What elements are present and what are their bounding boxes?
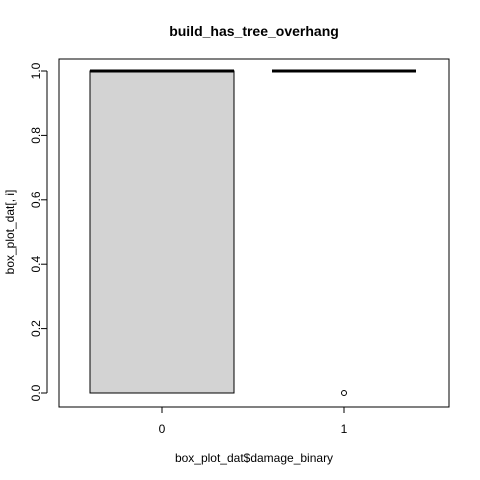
y-axis-label: box_plot_dat[, i] [3,190,17,275]
boxes-group [89,69,416,396]
box-iqr [89,70,235,394]
x-tick-label: 1 [341,422,348,436]
y-tick-label: 0.0 [29,384,43,401]
y-tick-label: 1.0 [29,62,43,79]
y-tick-label: 0.6 [29,191,43,208]
y-tick-label: 0.2 [29,320,43,337]
x-tick-label: 0 [159,422,166,436]
y-tick-label: 0.8 [29,127,43,144]
box-outlier [341,390,347,396]
y-axis: 0.0 0.2 0.4 0.6 0.8 1.0 [29,62,48,401]
chart-title: build_has_tree_overhang [169,23,339,39]
y-tick-label: 0.4 [29,256,43,273]
x-axis-label: box_plot_dat$damage_binary [175,451,333,465]
